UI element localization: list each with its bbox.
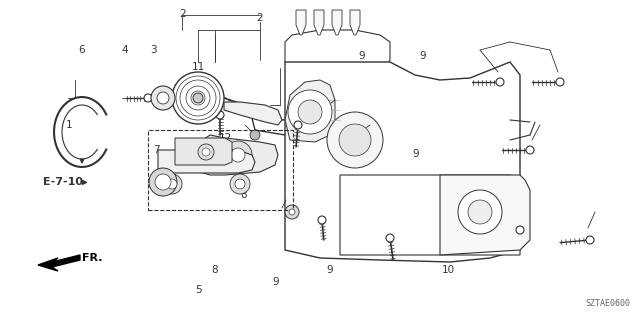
Circle shape (235, 179, 245, 189)
Circle shape (327, 112, 383, 168)
Polygon shape (224, 102, 282, 125)
Circle shape (202, 148, 210, 156)
Text: 5: 5 (195, 284, 202, 295)
Circle shape (318, 216, 326, 224)
Text: 1: 1 (66, 120, 72, 130)
Text: E-7-10: E-7-10 (43, 177, 83, 188)
Circle shape (586, 236, 594, 244)
Circle shape (496, 78, 504, 86)
Circle shape (289, 209, 295, 215)
Circle shape (167, 179, 177, 189)
Polygon shape (38, 255, 80, 271)
Circle shape (162, 174, 182, 194)
Circle shape (155, 174, 171, 190)
Circle shape (198, 144, 214, 160)
Polygon shape (296, 10, 306, 35)
Circle shape (224, 141, 252, 169)
Circle shape (386, 234, 394, 242)
Circle shape (556, 78, 564, 86)
Text: SZTAE0600: SZTAE0600 (585, 299, 630, 308)
Polygon shape (285, 80, 335, 142)
Polygon shape (440, 175, 530, 255)
Polygon shape (350, 10, 360, 35)
Circle shape (210, 150, 226, 166)
Circle shape (149, 168, 177, 196)
Circle shape (250, 130, 260, 140)
Text: 8: 8 (211, 265, 218, 276)
Text: 2: 2 (179, 9, 186, 20)
Text: 9: 9 (272, 277, 278, 287)
Text: 9: 9 (419, 51, 426, 61)
Circle shape (230, 174, 250, 194)
Circle shape (144, 94, 152, 102)
Text: 6: 6 (79, 44, 85, 55)
Circle shape (526, 146, 534, 154)
Circle shape (151, 86, 175, 110)
Text: 11: 11 (192, 62, 205, 72)
Circle shape (288, 90, 332, 134)
Circle shape (458, 190, 502, 234)
Circle shape (231, 148, 245, 162)
Circle shape (339, 124, 371, 156)
Circle shape (468, 200, 492, 224)
Text: 4: 4 (122, 44, 128, 55)
Circle shape (294, 121, 302, 129)
Polygon shape (285, 62, 520, 262)
Circle shape (193, 93, 203, 103)
Text: 7: 7 (154, 145, 160, 156)
Text: FR.: FR. (82, 253, 102, 263)
Circle shape (298, 100, 322, 124)
Polygon shape (314, 10, 324, 35)
Polygon shape (158, 150, 255, 195)
Polygon shape (340, 175, 520, 255)
Text: 9: 9 (326, 265, 333, 276)
Text: 12: 12 (219, 132, 232, 143)
Polygon shape (332, 10, 342, 35)
Circle shape (216, 111, 224, 119)
Text: 9: 9 (358, 51, 365, 61)
Polygon shape (175, 138, 232, 165)
Text: 2: 2 (257, 13, 263, 23)
Circle shape (516, 226, 524, 234)
Text: 8: 8 (240, 190, 246, 200)
Polygon shape (285, 30, 390, 72)
Circle shape (285, 205, 299, 219)
Circle shape (157, 92, 169, 104)
Polygon shape (198, 135, 278, 175)
Text: 3: 3 (150, 44, 157, 55)
Text: 9: 9 (413, 148, 419, 159)
Text: 10: 10 (442, 265, 454, 276)
Bar (148, 130, 293, 210)
Circle shape (172, 72, 224, 124)
